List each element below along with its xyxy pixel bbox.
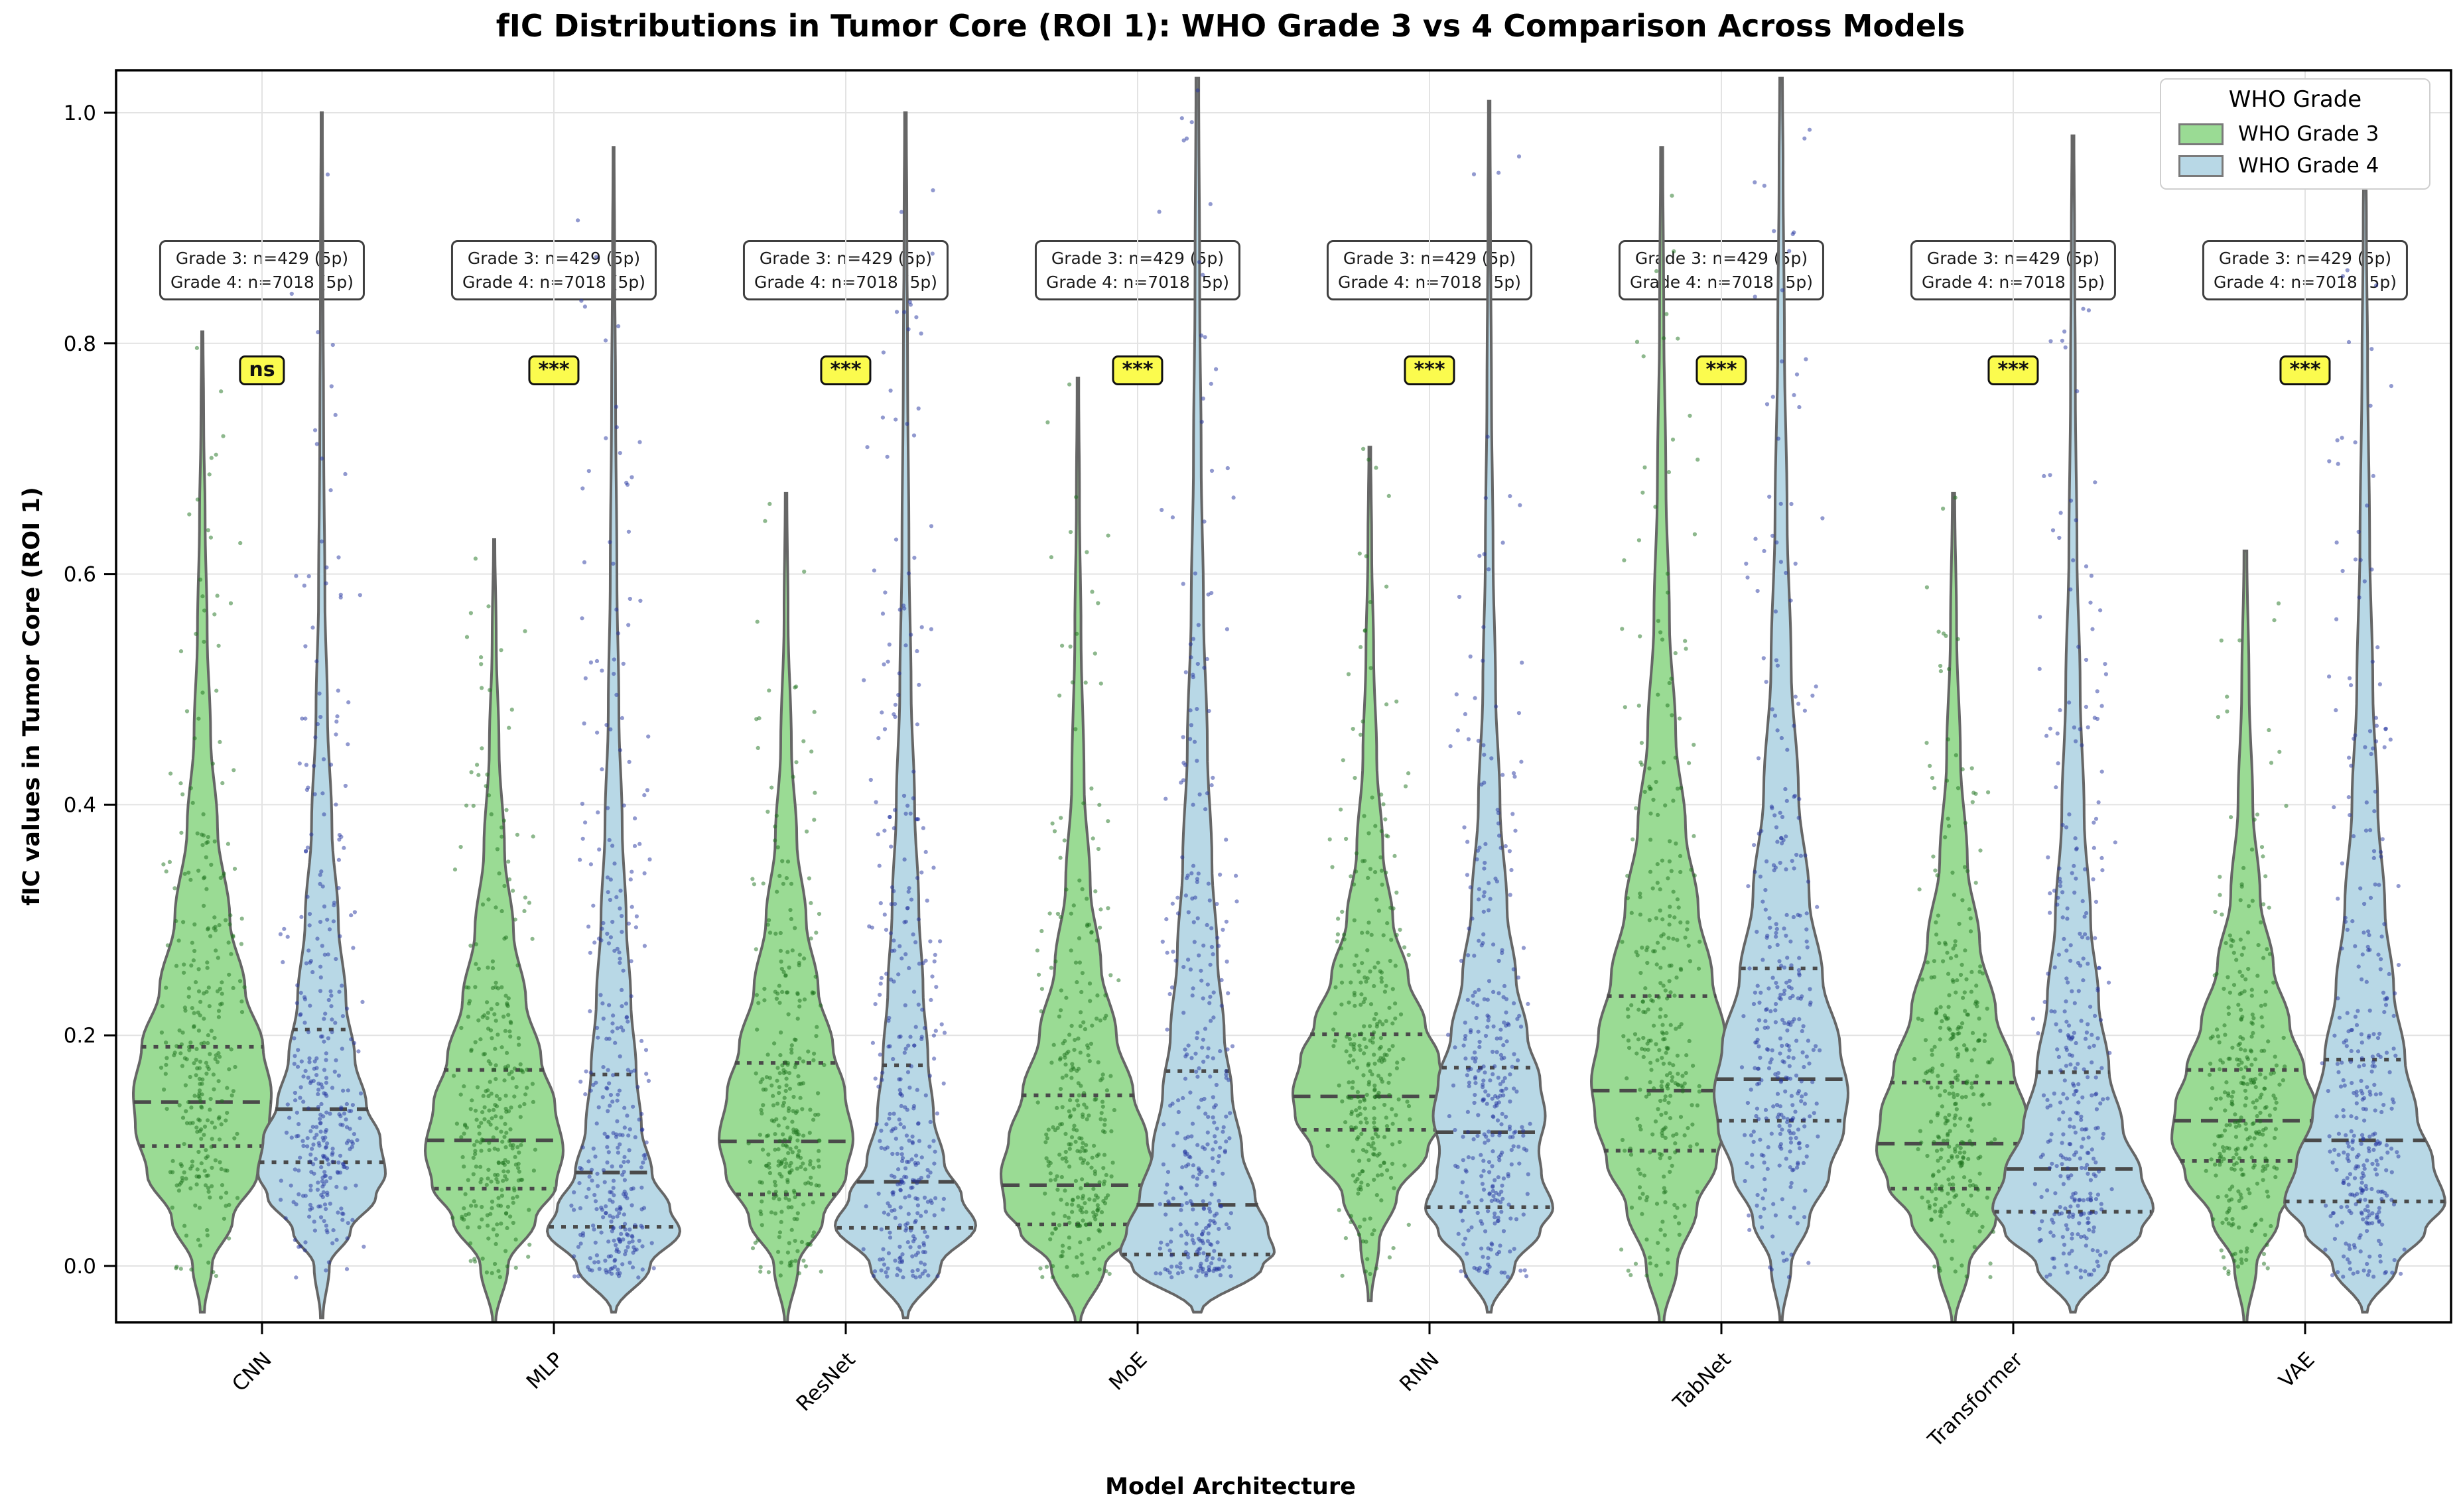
jitter-points-resnet-grade4 [861, 188, 950, 1280]
xtick-label-tabnet: TabNet [1668, 1348, 1736, 1415]
xtick-label-cnn: CNN [228, 1348, 277, 1397]
violin-tabnet-grade3 [1589, 146, 1734, 1322]
xtick-label-resnet: ResNet [792, 1348, 860, 1416]
xtick-label-vae: VAE [2275, 1348, 2320, 1393]
violin-rnn-grade3 [1291, 446, 1449, 1302]
violin-layer [131, 76, 2447, 1322]
jitter-points-resnet-grade3 [746, 501, 827, 1278]
significance-marker-moe: *** [1112, 355, 1164, 385]
jitter-points-moe-grade4 [1154, 88, 1239, 1280]
legend-item-label: WHO Grade 3 [2238, 122, 2379, 146]
grade3-swatch-icon [2178, 123, 2224, 145]
legend: WHO Grade WHO Grade 3 WHO Grade 4 [2160, 78, 2430, 190]
jitter-points-tabnet-grade4 [1739, 127, 1825, 1279]
xtick-label-transformer: Transformer [1923, 1348, 2028, 1452]
ytick-label-0.8: 0.8 [64, 332, 96, 356]
ytick-label-0.4: 0.4 [64, 793, 96, 817]
legend-title: WHO Grade [2228, 86, 2362, 113]
jitter-layer [159, 88, 2407, 1280]
grade4-swatch-icon [2178, 155, 2224, 177]
jitter-points-cnn-grade3 [159, 346, 247, 1279]
violin-mlp-grade3 [423, 538, 565, 1322]
significance-marker-transformer: *** [1987, 355, 2039, 385]
jitter-points-transformer-grade3 [1912, 495, 1997, 1279]
jitter-points-moe-grade3 [1035, 382, 1121, 1280]
jitter-points-rnn-grade3 [1325, 446, 1412, 1278]
violin-moe-grade4 [1118, 76, 1276, 1314]
jitter-points-mlp-grade4 [569, 218, 656, 1280]
jitter-points-cnn-grade4 [278, 172, 366, 1280]
ytick-label-0.0: 0.0 [64, 1255, 96, 1279]
chart-title: fIC Distributions in Tumor Core (ROI 1):… [496, 8, 1965, 44]
xtick-label-rnn: RNN [1395, 1348, 1443, 1396]
violin-mlp-grade4 [545, 146, 682, 1314]
jitter-points-vae-grade3 [2204, 601, 2289, 1277]
plot-border [115, 69, 2452, 1324]
jitter-points-tabnet-grade3 [1619, 194, 1702, 1278]
legend-item-grade3: WHO Grade 3 [2178, 122, 2429, 146]
xtick-label-mlp: MLP [522, 1348, 568, 1394]
jitter-points-mlp-grade3 [450, 556, 538, 1279]
legend-item-label: WHO Grade 4 [2238, 154, 2379, 178]
violin-tabnet-grade4 [1712, 76, 1850, 1322]
ytick-label-0.6: 0.6 [64, 563, 96, 587]
violin-moe-grade3 [999, 377, 1157, 1322]
jitter-points-transformer-grade4 [2030, 306, 2117, 1280]
jitter-points-rnn-grade4 [1446, 154, 1532, 1279]
jitter-points-vae-grade4 [2320, 268, 2407, 1279]
significance-marker-resnet: *** [820, 355, 872, 385]
violin-rnn-grade4 [1424, 99, 1555, 1314]
ytick-label-0.2: 0.2 [64, 1024, 96, 1048]
violin-resnet-grade4 [833, 111, 978, 1320]
legend-item-grade4: WHO Grade 4 [2178, 154, 2429, 178]
ytick-label-1.0: 1.0 [64, 101, 96, 125]
x-axis-label: Model Architecture [1105, 1474, 1356, 1500]
significance-marker-mlp: *** [528, 355, 580, 385]
violin-transformer-grade4 [1991, 134, 2155, 1314]
significance-marker-tabnet: *** [1696, 355, 1747, 385]
significance-marker-vae: *** [2279, 355, 2331, 385]
significance-marker-cnn: ns [239, 355, 285, 385]
xtick-label-moe: MoE [1104, 1348, 1152, 1395]
violin-vae-grade4 [2283, 134, 2447, 1314]
significance-marker-rnn: *** [1404, 355, 1455, 385]
